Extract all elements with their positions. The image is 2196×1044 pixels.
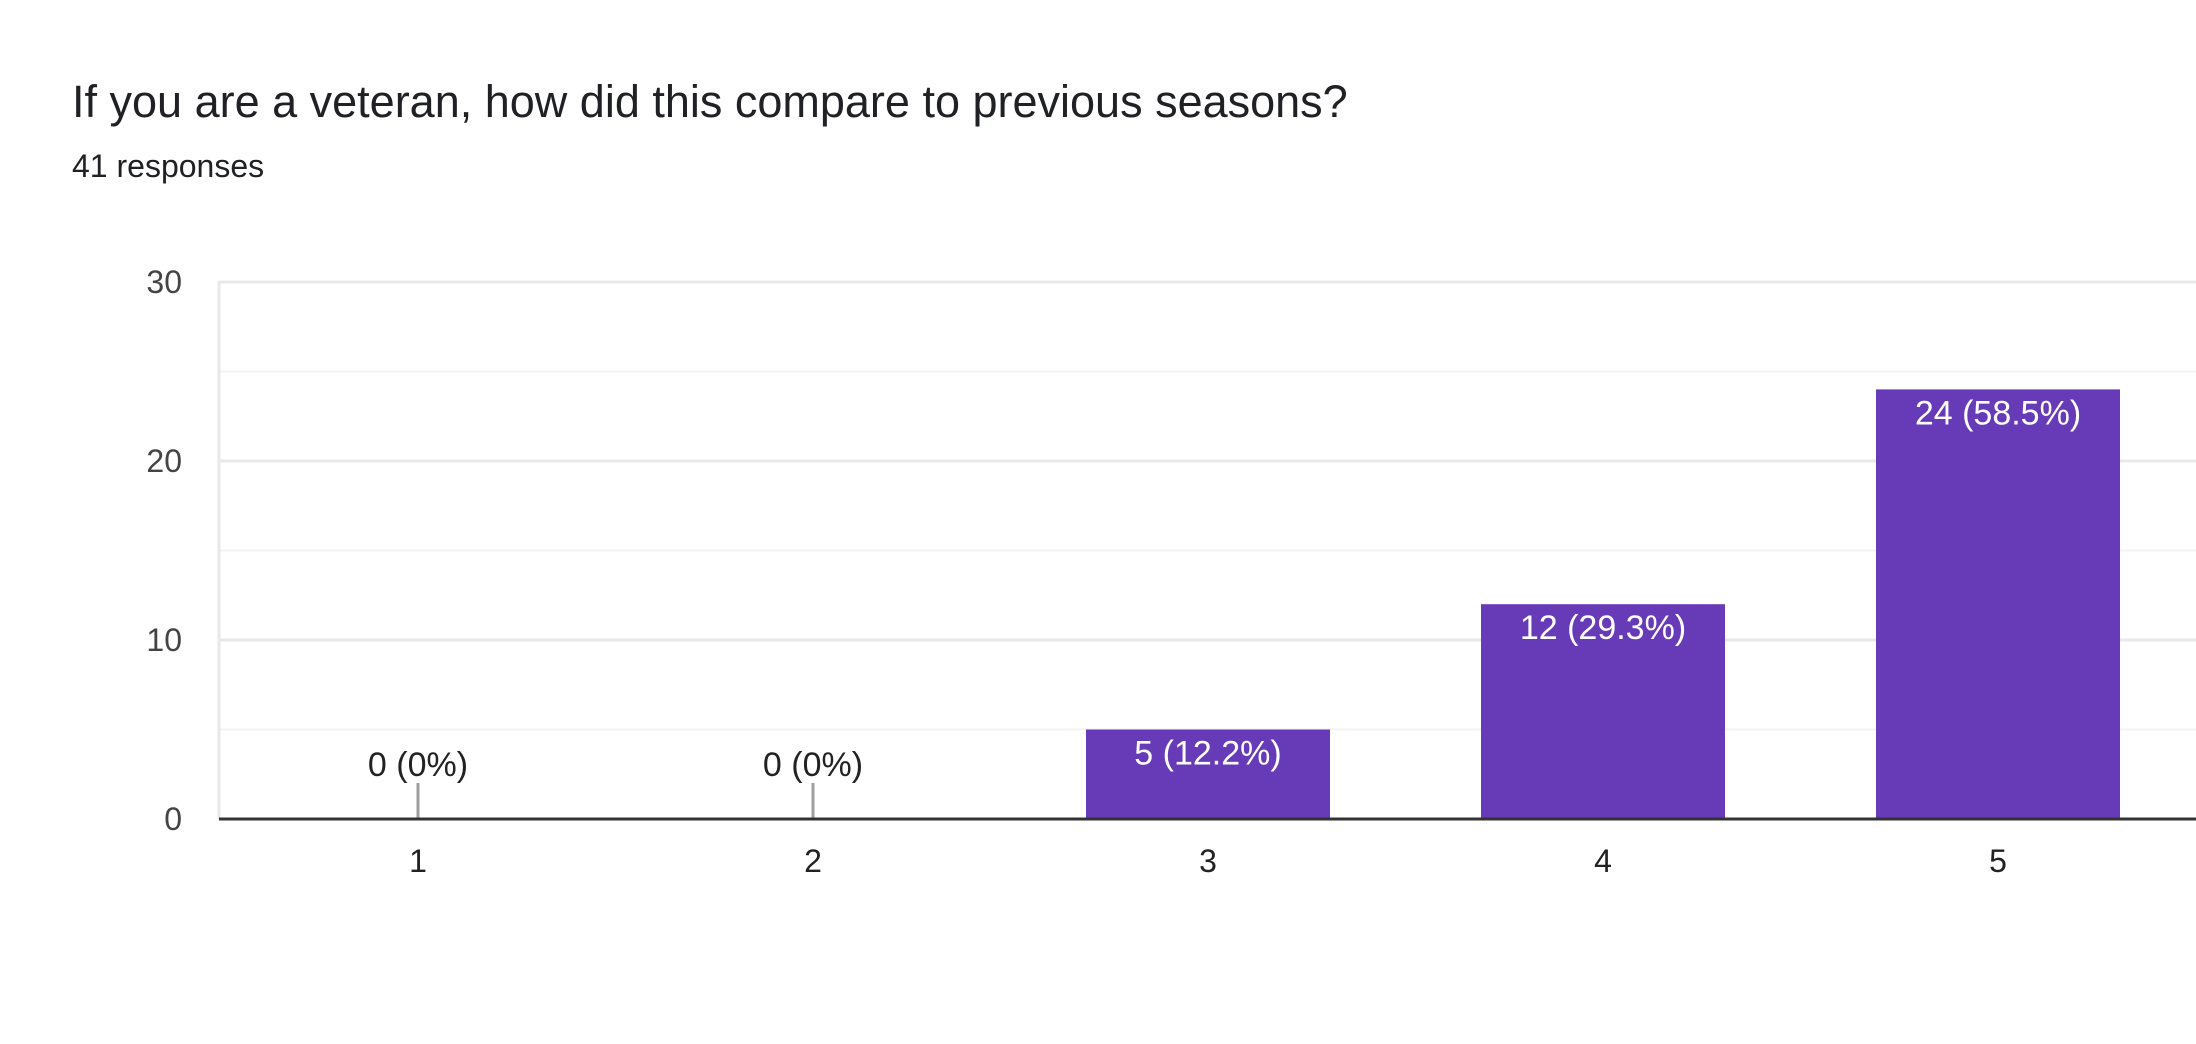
x-tick-label: 1: [409, 843, 427, 879]
x-tick-label: 5: [1989, 843, 2007, 879]
bar: [1876, 389, 2120, 819]
bar-data-label: 12 (29.3%): [1520, 609, 1686, 647]
bar: [1481, 604, 1725, 819]
bar-data-label: 24 (58.5%): [1915, 394, 2081, 432]
y-tick-label: 20: [146, 443, 182, 479]
y-tick-label: 10: [146, 622, 182, 658]
x-tick-label: 4: [1594, 843, 1612, 879]
response-count: 41 responses: [72, 148, 265, 184]
question-title: If you are a veteran, how did this compa…: [72, 76, 1348, 127]
x-tick-label: 3: [1199, 843, 1217, 879]
bar: [1086, 729, 1330, 819]
y-tick-label: 0: [164, 801, 182, 837]
y-tick-label: 30: [146, 264, 182, 300]
bar-data-label: 0 (0%): [763, 746, 863, 784]
x-tick-label: 2: [804, 843, 822, 879]
bar-data-label: 0 (0%): [368, 746, 468, 784]
bar-data-label: 5 (12.2%): [1134, 735, 1281, 773]
